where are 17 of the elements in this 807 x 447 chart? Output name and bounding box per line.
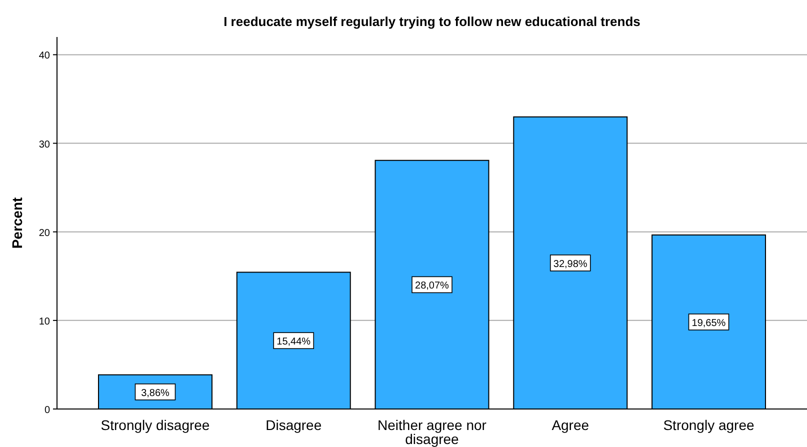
y-tick-label: 20 (38, 228, 50, 239)
y-tick-label: 40 (38, 50, 50, 62)
x-tick-label: Agree (552, 417, 590, 433)
x-tick-label: Neither agree nor disagree (378, 417, 487, 447)
x-tick-label: Disagree (266, 417, 322, 433)
data-label: 3,86% (141, 388, 170, 399)
y-tick-label: 10 (38, 316, 50, 328)
chart-title: I reeducate myself regularly trying to follow new educational trends (224, 14, 640, 29)
x-tick-label: Strongly agree (663, 417, 754, 433)
y-tick-label: 30 (38, 139, 50, 150)
data-label: 32,98% (553, 258, 588, 270)
y-tick-label: 0 (44, 405, 50, 416)
y-axis-title: Percent (9, 196, 25, 249)
x-tick-label: Strongly disagree (100, 417, 210, 433)
data-label: 15,44% (276, 336, 311, 348)
data-label: 28,07% (415, 280, 450, 292)
data-label: 19,65% (692, 318, 726, 329)
